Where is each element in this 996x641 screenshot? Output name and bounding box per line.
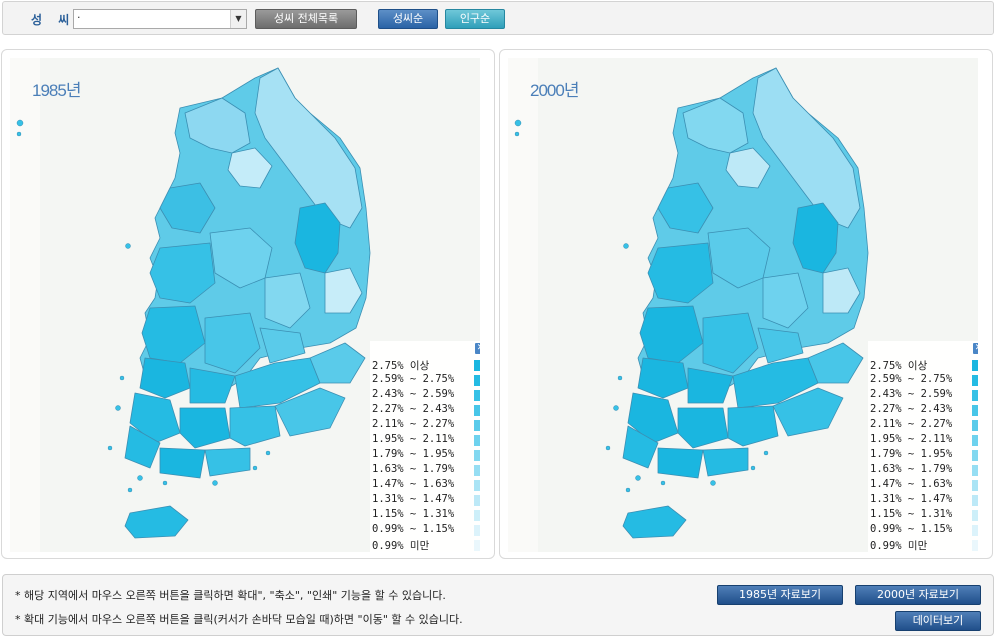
search-toolbar: 성 씨 · ▼ 성씨 전체목록 성씨순 인구순 bbox=[2, 1, 994, 35]
legend-item: 2.59% ~ 2.75% bbox=[372, 373, 480, 388]
legend-item: 2.59% ~ 2.75% bbox=[870, 373, 978, 388]
legend-item: 2.75% 이상 bbox=[870, 358, 978, 373]
legend-item: 1.47% ~ 1.63% bbox=[870, 478, 978, 493]
korea-choropleth-map[interactable] bbox=[10, 58, 480, 552]
view-data-button[interactable]: 데이터보기 bbox=[895, 611, 981, 631]
map-area[interactable]: 2000년 ✕ 2.75% 이상 2.59% ~ 2.75% 2.43% ~ 2… bbox=[508, 58, 978, 552]
legend-item: 1.79% ~ 1.95% bbox=[372, 448, 480, 463]
legend-item: 2.43% ~ 2.59% bbox=[372, 388, 480, 403]
legend-item: 1.31% ~ 1.47% bbox=[372, 493, 480, 508]
chevron-down-icon[interactable]: ▼ bbox=[230, 10, 246, 28]
legend-item: 1.95% ~ 2.11% bbox=[372, 433, 480, 448]
help-bar: * 해당 지역에서 마우스 오른쪽 버튼을 클릭하면 확대", "축소", "인… bbox=[2, 574, 994, 636]
surname-select-value: · bbox=[77, 11, 81, 24]
legend-item: 1.63% ~ 1.79% bbox=[372, 463, 480, 478]
legend: ✕ 2.75% 이상 2.59% ~ 2.75% 2.43% ~ 2.59% 2… bbox=[370, 341, 480, 552]
legend-item: 0.99% 미만 bbox=[870, 538, 978, 552]
legend-item: 2.11% ~ 2.27% bbox=[372, 418, 480, 433]
year-label: 1985년 bbox=[32, 81, 81, 100]
map-area[interactable]: 1985년 ✕ 2.75% 이상 2.59% ~ 2.75% 2.43% ~ 2… bbox=[10, 58, 480, 552]
sort-by-population-button[interactable]: 인구순 bbox=[445, 9, 505, 29]
help-note-zoom: * 해당 지역에서 마우스 오른쪽 버튼을 클릭하면 확대", "축소", "인… bbox=[15, 589, 446, 602]
legend-item: 1.79% ~ 1.95% bbox=[870, 448, 978, 463]
year-label: 2000년 bbox=[530, 81, 579, 100]
map-panel-1985: 1985년 ✕ 2.75% 이상 2.59% ~ 2.75% 2.43% ~ 2… bbox=[1, 49, 495, 559]
legend-item: 2.11% ~ 2.27% bbox=[870, 418, 978, 433]
sort-by-surname-button[interactable]: 성씨순 bbox=[378, 9, 438, 29]
legend-item: 1.15% ~ 1.31% bbox=[870, 508, 978, 523]
legend-item: 2.43% ~ 2.59% bbox=[870, 388, 978, 403]
help-note-move: * 확대 기능에서 마우스 오른쪽 버튼을 클릭(커서가 손바닥 모습일 때)하… bbox=[15, 613, 463, 626]
legend-item: 2.27% ~ 2.43% bbox=[372, 403, 480, 418]
legend-item: 2.75% 이상 bbox=[372, 358, 480, 373]
legend-item: 2.27% ~ 2.43% bbox=[870, 403, 978, 418]
legend-item: 0.99% 미만 bbox=[372, 538, 480, 552]
legend-item: 1.63% ~ 1.79% bbox=[870, 463, 978, 478]
view-2000-data-button[interactable]: 2000년 자료보기 bbox=[855, 585, 981, 605]
legend-item: 1.95% ~ 2.11% bbox=[870, 433, 978, 448]
full-surname-list-button[interactable]: 성씨 전체목록 bbox=[255, 9, 357, 29]
close-icon[interactable]: ✕ bbox=[475, 343, 480, 354]
legend-item: 1.15% ~ 1.31% bbox=[372, 508, 480, 523]
korea-choropleth-map[interactable] bbox=[508, 58, 978, 552]
legend: ✕ 2.75% 이상 2.59% ~ 2.75% 2.43% ~ 2.59% 2… bbox=[868, 341, 978, 552]
view-1985-data-button[interactable]: 1985년 자료보기 bbox=[717, 585, 843, 605]
surname-label: 성 씨 bbox=[31, 13, 76, 27]
legend-item: 1.47% ~ 1.63% bbox=[372, 478, 480, 493]
close-icon[interactable]: ✕ bbox=[973, 343, 978, 354]
legend-item: 0.99% ~ 1.15% bbox=[870, 523, 978, 538]
legend-item: 1.31% ~ 1.47% bbox=[870, 493, 978, 508]
legend-item: 0.99% ~ 1.15% bbox=[372, 523, 480, 538]
surname-select[interactable]: · ▼ bbox=[73, 9, 247, 29]
map-panel-2000: 2000년 ✕ 2.75% 이상 2.59% ~ 2.75% 2.43% ~ 2… bbox=[499, 49, 993, 559]
